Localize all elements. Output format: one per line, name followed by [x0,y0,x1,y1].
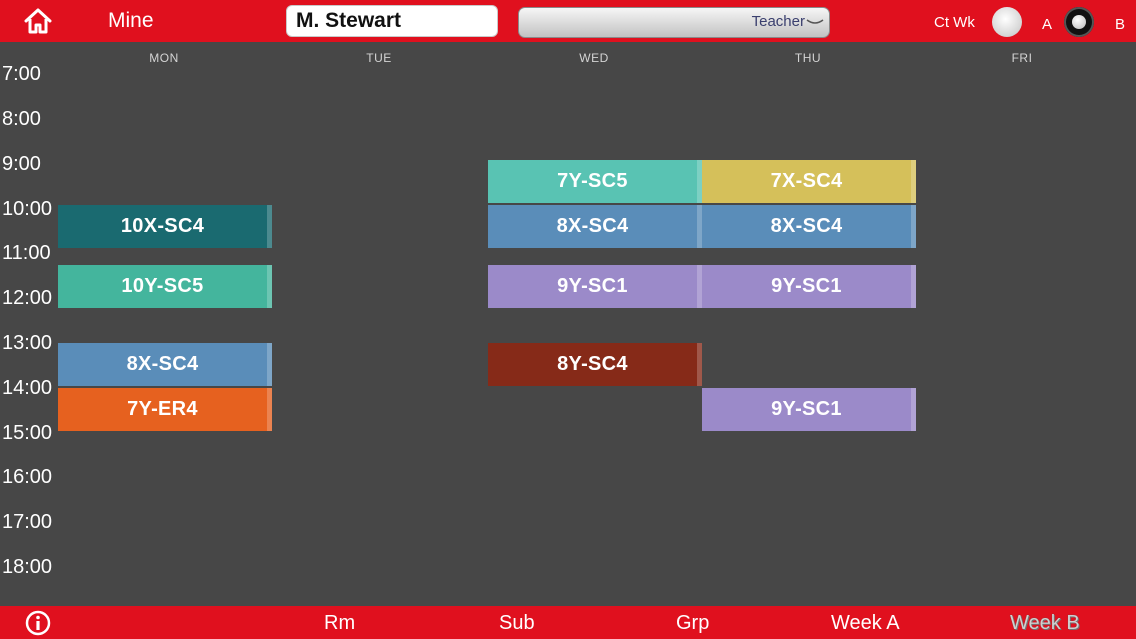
time-label: 14:00 [2,377,53,399]
bottom-bar: Rm Sub Grp Week A Week B [0,606,1136,639]
name-input[interactable] [286,5,498,37]
tab-week-b[interactable]: Week B [1010,612,1080,634]
time-label: 13:00 [2,332,53,354]
lesson-block[interactable]: 10Y-SC5 [58,265,272,308]
tab-rm[interactable]: Rm [324,612,356,634]
week-b-label: B [1115,16,1126,33]
lesson-block[interactable]: 7Y-ER4 [58,388,272,431]
time-label: 18:00 [2,556,53,578]
time-label: 16:00 [2,466,53,488]
type-select-value: Teacher [751,13,805,30]
lesson-block[interactable]: 9Y-SC1 [702,265,916,308]
current-week-label: Ct Wk [934,14,975,31]
chevron-down-icon [806,19,824,24]
day-header-wed: WED [579,51,609,65]
current-week-toggle[interactable] [992,7,1022,37]
lesson-block[interactable]: 7Y-SC5 [488,160,702,203]
time-label: 8:00 [2,108,41,130]
week-a-label: A [1042,16,1053,33]
time-label: 11:00 [2,242,51,264]
info-icon [25,610,51,636]
time-label: 17:00 [2,511,53,533]
lesson-block[interactable]: 8X-SC4 [702,205,916,248]
time-label: 15:00 [2,422,53,444]
day-header-thu: THU [794,51,822,65]
day-header-tue: TUE [366,51,392,65]
lesson-block[interactable]: 9Y-SC1 [702,388,916,431]
lesson-block[interactable]: 10X-SC4 [58,205,272,248]
home-button[interactable] [23,7,53,35]
day-header-fri: FRI [1011,51,1033,65]
lesson-block[interactable]: 8X-SC4 [58,343,272,386]
time-label: 9:00 [2,153,41,175]
day-header-mon: MON [149,51,179,65]
time-label: 10:00 [2,198,53,220]
lesson-block[interactable]: 8Y-SC4 [488,343,702,386]
time-label: 7:00 [2,63,41,85]
top-bar: Mine Teacher Ct Wk A B [0,0,1136,42]
lesson-block[interactable]: 9Y-SC1 [488,265,702,308]
lesson-block[interactable]: 8X-SC4 [488,205,702,248]
tab-week-a[interactable]: Week A [831,612,900,634]
week-switch[interactable] [1064,7,1094,37]
home-icon [24,8,52,34]
mine-button[interactable]: Mine [108,9,154,32]
type-select[interactable]: Teacher [518,7,830,38]
info-button[interactable] [25,610,51,636]
tab-sub[interactable]: Sub [499,612,535,634]
lesson-block[interactable]: 7X-SC4 [702,160,916,203]
tab-grp[interactable]: Grp [676,612,710,634]
time-label: 12:00 [2,287,53,309]
